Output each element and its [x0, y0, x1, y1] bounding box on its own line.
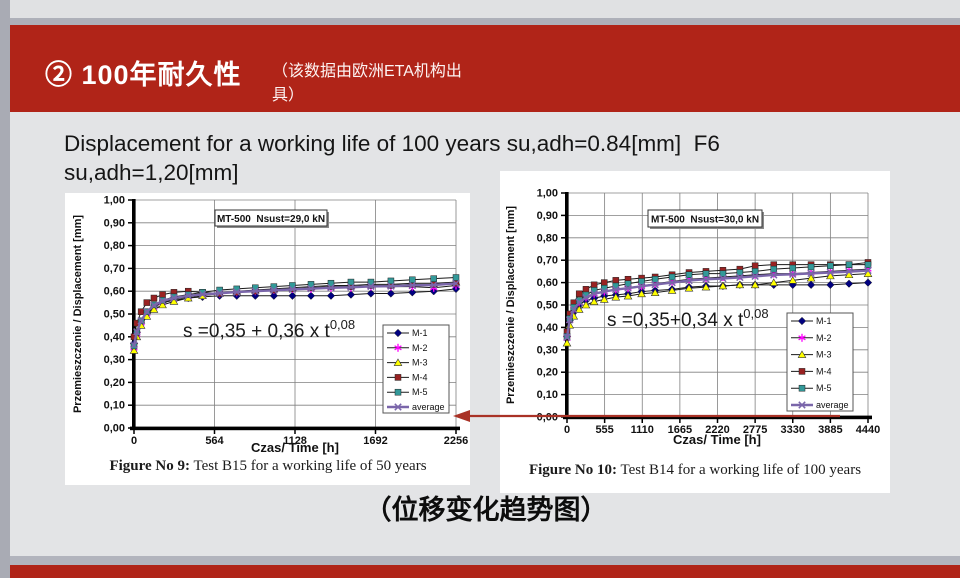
header-title: ② 100年耐久性: [45, 60, 242, 90]
svg-text:0,20: 0,20: [104, 377, 125, 389]
y-axis-label: Przemieszczenie / Displacement [mm]: [505, 206, 517, 404]
svg-text:M-3: M-3: [816, 350, 832, 360]
svg-text:M-1: M-1: [412, 328, 428, 338]
svg-text:0,10: 0,10: [104, 400, 125, 412]
annotation-text: MT-500 Nsust=29,0 kN: [217, 214, 325, 225]
svg-text:M-1: M-1: [816, 316, 832, 326]
svg-text:0,60: 0,60: [537, 277, 558, 289]
bottom-red-bar: [10, 565, 960, 578]
legend: M-1 M-2 M-3 M-4 M-5 average: [786, 312, 854, 412]
svg-text:2220: 2220: [705, 424, 729, 436]
svg-text:2775: 2775: [743, 424, 767, 436]
chart-panel-figure9: 0,00 0,10 0,20 0,30 0,40 0,50 0,60 0,70 0,80 0,90…: [65, 193, 470, 485]
tick-labels: 0,00 0,10 0,20 0,30 0,40 0,50 0,60 0,70 0,80 0,90…: [537, 188, 881, 437]
arrow-head: [453, 410, 470, 422]
series-M-3: [562, 269, 873, 347]
svg-text:0,40: 0,40: [104, 331, 125, 343]
annotation-text: MT-500 Nsust=30,0 kN: [651, 215, 759, 226]
equation-text: s =0,35+0,34 x t0,08: [607, 306, 769, 331]
svg-text:0,60: 0,60: [104, 286, 125, 298]
chart-panel-figure10: 0,00 0,10 0,20 0,30 0,40 0,50 0,60 0,70 0,80 0,90…: [500, 171, 890, 493]
top-divider-strip: [10, 18, 960, 25]
legend-box: [786, 312, 854, 412]
svg-text:1110: 1110: [631, 424, 654, 436]
bottom-divider-strip: [10, 556, 960, 565]
svg-text:1,00: 1,00: [104, 195, 125, 207]
main-title-line-1: Displacement for a working life of 100 y…: [64, 131, 720, 156]
svg-text:0,70: 0,70: [104, 263, 125, 275]
x-axis-label: Czas/ Time [h]: [673, 432, 761, 447]
figure-caption: Figure No 9: Test B15 for a working life…: [109, 458, 426, 474]
svg-text:0,70: 0,70: [537, 255, 558, 267]
svg-text:1665: 1665: [668, 424, 692, 436]
header-note: （该数据由欧洲ETA机构出 具）: [272, 60, 502, 108]
y-axis-label: Przemieszczenie / Displacement [mm]: [72, 215, 84, 413]
chart-figure10: 0,00 0,10 0,20 0,30 0,40 0,50 0,60 0,70 0,80 0,90…: [505, 188, 881, 479]
svg-text:1128: 1128: [283, 435, 307, 447]
x-axis-label: Czas/ Time [h]: [251, 440, 339, 455]
plot-layer: 0,00 0,10 0,20 0,30 0,40 0,50 0,60 0,70 0,80 0,90…: [537, 188, 881, 437]
series-average: [563, 266, 872, 341]
figure-caption: Figure No 10: Test B14 for a working lif…: [529, 462, 861, 478]
bottom-caption: （位移变化趋势图）: [364, 495, 608, 525]
red-arrow: [453, 410, 840, 422]
svg-text:0,20: 0,20: [537, 367, 558, 379]
svg-text:M-2: M-2: [412, 343, 428, 353]
svg-text:0,50: 0,50: [104, 309, 125, 321]
svg-text:0: 0: [564, 424, 570, 436]
svg-text:average: average: [816, 400, 849, 410]
equation-superscript: 0,08: [743, 306, 768, 321]
svg-text:4440: 4440: [856, 424, 880, 436]
svg-text:0,00: 0,00: [104, 423, 125, 435]
svg-text:0,90: 0,90: [537, 210, 558, 222]
svg-text:3885: 3885: [818, 424, 842, 436]
svg-text:M-4: M-4: [412, 372, 428, 382]
svg-text:0,30: 0,30: [104, 354, 125, 366]
svg-text:0,00: 0,00: [537, 412, 558, 424]
svg-text:2256: 2256: [444, 435, 468, 447]
left-edge-strip: [0, 0, 10, 578]
legend: M-1 M-2 M-3 M-4 M-5 average: [382, 324, 450, 414]
svg-text:0,90: 0,90: [104, 217, 125, 229]
svg-text:0,80: 0,80: [537, 232, 558, 244]
chart-figure9: 0,00 0,10 0,20 0,30 0,40 0,50 0,60 0,70 0,80 0,90…: [72, 195, 469, 475]
equation-superscript: 0,08: [330, 317, 355, 332]
svg-text:0,30: 0,30: [537, 344, 558, 356]
svg-text:average: average: [412, 402, 445, 412]
svg-text:M-5: M-5: [412, 387, 428, 397]
svg-text:0: 0: [131, 435, 137, 447]
slide-header: ② 100年耐久性 （该数据由欧洲ETA机构出 具）: [10, 25, 960, 112]
svg-text:M-5: M-5: [816, 383, 832, 393]
svg-text:0,40: 0,40: [537, 322, 558, 334]
annotation-box: MT-500 Nsust=29,0 kN: [214, 209, 329, 228]
svg-text:564: 564: [205, 435, 224, 447]
legend-box: [382, 324, 450, 414]
equation-text: s =0,35 + 0,36 x t0,08: [183, 317, 355, 342]
header-note-line-2: 具）: [272, 87, 305, 104]
svg-text:3330: 3330: [781, 424, 805, 436]
annotation-box: MT-500 Nsust=30,0 kN: [647, 209, 764, 229]
svg-text:1692: 1692: [363, 435, 387, 447]
svg-text:0,10: 0,10: [537, 389, 558, 401]
svg-text:0,50: 0,50: [537, 300, 558, 312]
svg-text:M-4: M-4: [816, 366, 832, 376]
series-average: [130, 279, 460, 349]
main-title-line-2: su,adh=1,20[mm]: [64, 160, 239, 185]
header-note-line-1: （该数据由欧洲ETA机构出: [272, 63, 462, 80]
main-title: Displacement for a working life of 100 y…: [64, 129, 864, 187]
series-M-5: [563, 261, 872, 340]
tick-labels: 0,00 0,10 0,20 0,30 0,40 0,50 0,60 0,70 0,80 0,90…: [104, 195, 469, 448]
svg-text:555: 555: [595, 424, 613, 436]
svg-text:0,80: 0,80: [104, 240, 125, 252]
svg-text:M-2: M-2: [816, 333, 832, 343]
svg-text:M-3: M-3: [412, 358, 428, 368]
top-band: [10, 0, 960, 18]
svg-text:1,00: 1,00: [537, 188, 558, 200]
